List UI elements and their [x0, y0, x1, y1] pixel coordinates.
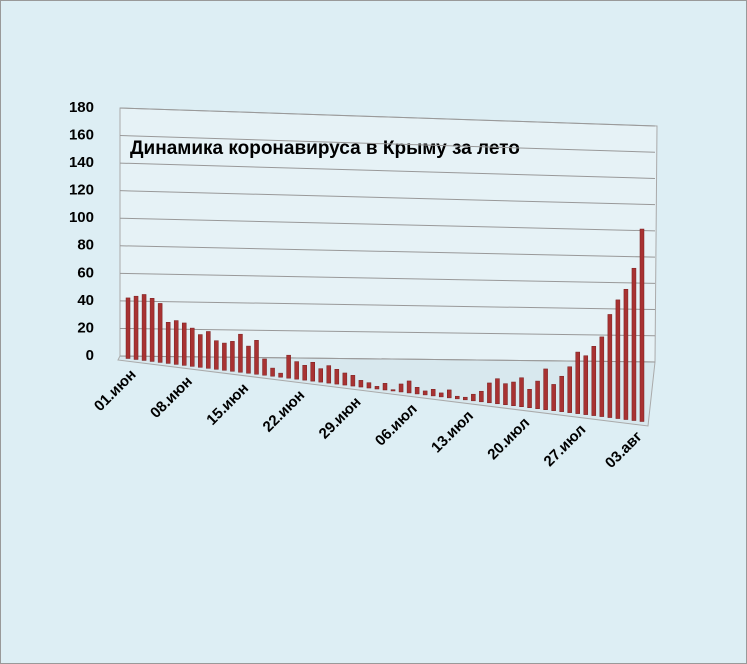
- bar: [214, 340, 219, 370]
- bar: [390, 389, 396, 392]
- bar: [430, 388, 436, 397]
- bar: [535, 380, 540, 409]
- bar: [575, 351, 580, 414]
- bar: [350, 375, 356, 387]
- bar: [230, 341, 235, 372]
- grid-line: [119, 107, 656, 127]
- bar: [374, 386, 380, 390]
- bar: [206, 331, 211, 369]
- grid-line: [119, 245, 656, 258]
- grid-line: [119, 217, 656, 232]
- bar: [358, 380, 364, 388]
- bar: [334, 369, 340, 385]
- bar: [238, 333, 243, 373]
- bar: [543, 368, 548, 410]
- y-tick-label: 180: [69, 99, 94, 116]
- bar: [591, 346, 597, 416]
- bar: [527, 389, 532, 408]
- chart-title: Динамика коронавируса в Крыму за лето: [130, 138, 520, 159]
- bar: [463, 396, 468, 401]
- y-tick-label: 20: [77, 319, 94, 336]
- bar: [302, 365, 307, 381]
- grid-line: [119, 300, 656, 311]
- bar: [278, 372, 283, 378]
- bar: [567, 366, 572, 413]
- bar: [382, 383, 388, 391]
- y-tick-label: 60: [77, 264, 94, 281]
- grid-line: [119, 272, 656, 284]
- grid-line: [119, 162, 656, 179]
- grid-line: [119, 190, 656, 206]
- bar: [398, 383, 404, 393]
- bar: [438, 392, 444, 398]
- y-tick-label: 120: [69, 182, 94, 199]
- y-tick-label: 160: [69, 127, 94, 144]
- y-tick-label: 0: [86, 347, 94, 364]
- bar: [519, 377, 524, 407]
- bar: [607, 314, 613, 418]
- y-tick-label: 140: [69, 154, 94, 171]
- bar: [623, 288, 629, 420]
- grid-line: [119, 327, 656, 337]
- y-tick-label: 80: [77, 237, 94, 254]
- bar: [342, 372, 348, 386]
- bar: [511, 381, 516, 407]
- bar: [446, 389, 452, 399]
- bar: [141, 294, 147, 361]
- bar: [479, 390, 484, 403]
- bar: [639, 228, 645, 422]
- bar: [270, 367, 275, 377]
- bar: [495, 378, 500, 405]
- bar: [133, 295, 139, 360]
- bar: [599, 336, 605, 417]
- bar: [310, 361, 315, 382]
- bar: [157, 303, 163, 363]
- bar: [366, 382, 372, 389]
- bar: [149, 298, 155, 362]
- bar: [487, 382, 492, 404]
- bar: [165, 322, 171, 364]
- bar: [326, 365, 332, 384]
- y-tick-label: 40: [77, 292, 94, 309]
- bar: [583, 355, 589, 415]
- bar: [125, 297, 131, 359]
- bar: [631, 267, 637, 421]
- bar: [422, 390, 428, 396]
- bar: [198, 334, 203, 368]
- bar: [318, 368, 324, 383]
- bar: [173, 320, 179, 365]
- bar: [559, 375, 564, 412]
- bar: [190, 327, 195, 367]
- bar: [406, 380, 412, 394]
- bar: [262, 358, 267, 376]
- y-tick-label: 100: [69, 209, 94, 226]
- bar: [254, 340, 259, 375]
- bar: [615, 299, 621, 419]
- bar: [246, 345, 251, 374]
- bar: [414, 387, 420, 395]
- bar: [294, 361, 299, 380]
- bar: [286, 354, 291, 379]
- bar: [503, 383, 508, 406]
- grid-line: [119, 135, 656, 153]
- bar: [181, 322, 187, 366]
- bar: [222, 342, 227, 371]
- bar: [551, 384, 556, 411]
- bar: [471, 393, 476, 402]
- bar: [455, 395, 460, 400]
